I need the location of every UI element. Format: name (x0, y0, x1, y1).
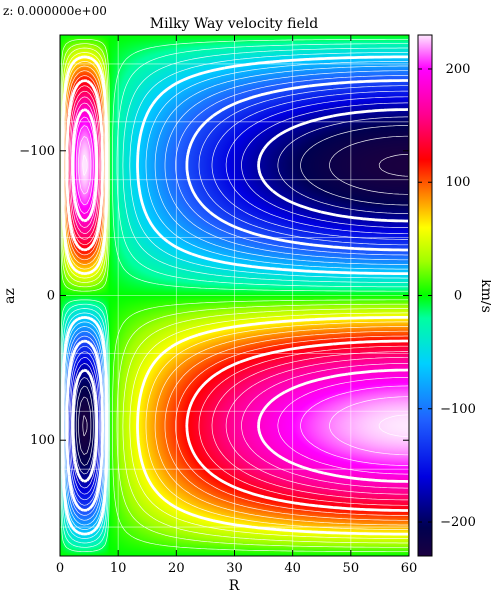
colorbar-gradient (418, 35, 432, 556)
contour-line-major (65, 79, 408, 512)
contour-line (73, 116, 408, 475)
contour-line (78, 136, 408, 456)
x-tick-label: 20 (168, 561, 185, 576)
contour-line-major (61, 55, 408, 536)
x-axis-label: R (229, 578, 240, 594)
x-axis-ticks: 0 10 20 30 40 50 60 (56, 35, 417, 576)
x-tick-label: 40 (284, 561, 301, 576)
contour-line-major (71, 108, 409, 483)
chart-title: Milky Way velocity field (150, 16, 319, 32)
colorbar-ticks: 200 100 0 −100 −200 (418, 62, 476, 530)
contour-line (63, 65, 408, 526)
y-tick-label: 0 (47, 289, 55, 304)
y-tick-label: 100 (30, 433, 55, 448)
contour-line (64, 70, 408, 521)
contour-line (78, 135, 408, 455)
contour-line (60, 43, 408, 548)
colorbar-tick-label: 0 (454, 289, 462, 304)
contour-line (73, 116, 408, 475)
contour-line (82, 154, 409, 437)
colorbar-tick-label: −200 (440, 515, 476, 530)
contour-line-major (71, 108, 409, 483)
colorbar-tick-label: 200 (446, 62, 471, 77)
colorbar-tick-label: −100 (440, 402, 476, 417)
contour-line (68, 90, 408, 501)
x-tick-label: 30 (226, 561, 243, 576)
grid-lines (60, 35, 409, 556)
x-tick-label: 60 (401, 561, 418, 576)
colorbar: 200 100 0 −100 −200 km/s (417, 34, 491, 557)
x-tick-label: 50 (343, 561, 360, 576)
contour-line (75, 125, 409, 466)
contour-line (69, 96, 408, 495)
y-axis-ticks: −100 0 100 (19, 144, 409, 448)
contour-line (60, 38, 408, 553)
contour-line (60, 43, 408, 548)
contour-line (82, 154, 409, 437)
contour-line-major (61, 55, 408, 536)
colorbar-tick-label: 100 (446, 175, 471, 190)
z-readout: z: 0.000000e+00 (3, 4, 107, 18)
contour-line (63, 65, 408, 526)
contour-line-major (65, 79, 408, 512)
x-tick-label: 10 (110, 561, 127, 576)
colorbar-label: km/s (478, 279, 491, 313)
y-tick-label: −100 (19, 144, 55, 159)
contour-line (69, 96, 408, 495)
contour-line (64, 70, 408, 521)
contour-line (68, 90, 408, 501)
contour-line (75, 125, 408, 466)
y-axis-label: az (2, 288, 18, 304)
colorbar-fill (418, 35, 432, 556)
x-tick-label: 0 (56, 561, 64, 576)
contour-lines (60, 38, 409, 553)
